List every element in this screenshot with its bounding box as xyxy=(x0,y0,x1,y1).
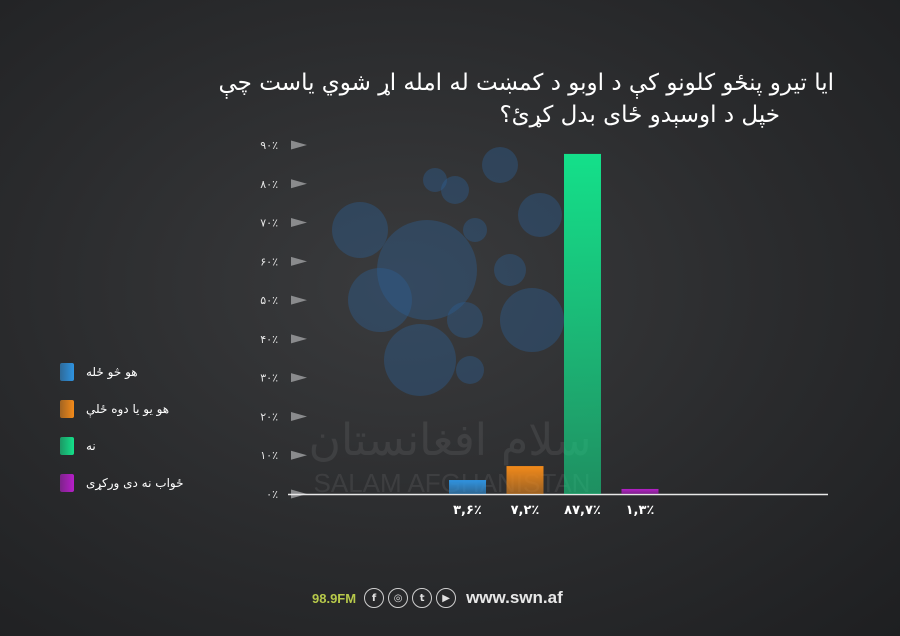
logo-circle xyxy=(332,202,388,258)
legend-swatch xyxy=(60,363,74,381)
legend-label: هو څو ځله xyxy=(86,365,138,379)
logo-circle xyxy=(463,218,487,242)
twitter-icon[interactable]: t xyxy=(412,588,433,608)
y-tick-arrow xyxy=(291,140,307,150)
y-tick-arrow xyxy=(291,450,307,460)
logo-circle xyxy=(494,254,526,286)
y-tick-arrow xyxy=(291,256,307,266)
y-axis: ۰٪ ۱۰٪ ۲۰٪ ۳۰٪ ۴۰٪ ۵۰٪ ۶۰٪ ۷۰٪ ۸۰٪ ۹۰٪ xyxy=(260,139,828,501)
logo-circle xyxy=(348,268,412,332)
y-tick-label: ۹۰٪ xyxy=(260,139,278,152)
logo-circle xyxy=(456,356,484,384)
y-tick-label: ۷۰٪ xyxy=(260,217,278,230)
y-tick-arrow xyxy=(291,373,307,383)
y-tick-label: ۰٪ xyxy=(266,488,278,501)
legend-label: نه xyxy=(86,439,96,453)
legend-label: ځواب نه دی ورکړی xyxy=(86,476,184,490)
legend-item: هو یو یا دوه ځلې xyxy=(60,400,169,418)
y-tick-label: ۶۰٪ xyxy=(260,255,278,268)
chart-title-line-2: خپل د اوسېدو ځای بدل کړئ؟ xyxy=(499,102,780,128)
bar xyxy=(621,488,659,494)
youtube-icon[interactable]: ▶ xyxy=(436,588,457,608)
y-tick-label: ۵۰٪ xyxy=(260,294,278,307)
watermark-text-fa: سلام افغانستان xyxy=(309,415,592,466)
logo-circle xyxy=(384,324,456,396)
logo-circle xyxy=(423,168,447,192)
y-tick-arrow xyxy=(291,218,307,228)
bar xyxy=(449,480,486,494)
bar xyxy=(506,466,544,494)
y-tick-arrow xyxy=(291,334,307,344)
legend-item: ځواب نه دی ورکړی xyxy=(60,474,184,492)
legend-swatch xyxy=(60,437,74,455)
bars xyxy=(449,153,659,494)
y-tick-label: ۲۰٪ xyxy=(260,410,278,423)
y-tick-arrow xyxy=(291,295,307,305)
legend-label: هو یو یا دوه ځلې xyxy=(86,402,170,416)
facebook-icon[interactable]: f xyxy=(364,588,385,608)
footer: 98.9FM f ◎ t ▶ www.swn.af xyxy=(312,588,563,608)
y-tick-label: ۳۰٪ xyxy=(260,372,278,385)
data-labels: ۳,۶٪ ۷,۲٪ ۸۷,۷٪ ۱,۳٪ xyxy=(453,503,654,518)
radio-frequency: 98.9FM xyxy=(312,590,357,606)
y-tick-arrow xyxy=(291,411,307,421)
logo-circle xyxy=(482,147,518,183)
legend-swatch xyxy=(60,474,74,492)
data-label: ۳,۶٪ xyxy=(453,503,482,518)
chart-title-line-1: ایا تیرو پنځو کلونو کې د اوبو د کمښت له … xyxy=(218,70,834,96)
data-label: ۷,۲٪ xyxy=(511,503,540,518)
logo-circle xyxy=(500,288,564,352)
instagram-icon[interactable]: ◎ xyxy=(388,588,409,608)
logo-circle xyxy=(447,302,483,338)
logo-circle xyxy=(441,176,469,204)
website-link[interactable]: www.swn.af xyxy=(466,588,563,607)
data-label: ۱,۳٪ xyxy=(626,503,655,518)
legend-swatch xyxy=(60,400,74,418)
y-tick-label: ۱۰٪ xyxy=(260,449,278,462)
y-tick-arrow xyxy=(291,179,307,189)
logo-circle xyxy=(377,220,477,320)
legend-item: نه xyxy=(60,437,96,455)
y-tick-label: ۴۰٪ xyxy=(260,333,278,346)
logo-circle xyxy=(518,193,562,237)
data-label: ۸۷,۷٪ xyxy=(564,503,601,518)
y-tick-label: ۸۰٪ xyxy=(260,178,278,191)
bar xyxy=(564,153,601,494)
legend-item: هو څو ځله xyxy=(60,363,138,381)
